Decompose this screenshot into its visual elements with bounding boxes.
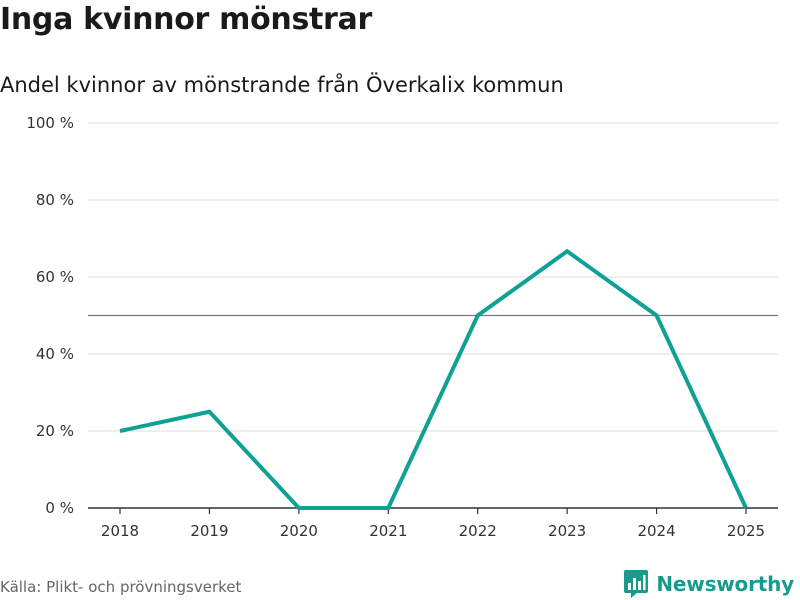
line-chart: 0 % 20 % 40 % 60 % 80 % 100 % 2018 2019 2020 202… <box>26 114 778 540</box>
y-tick-label: 40 % <box>36 345 74 363</box>
bar-chart-icon <box>624 570 649 598</box>
x-axis-tick-labels: 2018 2019 2020 2021 2022 2023 2024 2025 <box>101 522 765 540</box>
y-tick-label: 20 % <box>36 422 74 440</box>
grid-lines <box>88 122 778 432</box>
y-axis-tick-labels: 0 % 20 % 40 % 60 % 80 % 100 % <box>26 114 74 517</box>
y-tick-label: 0 % <box>45 499 74 517</box>
source-note: Källa: Plikt- och prövningsverket <box>0 578 242 596</box>
chart-title: Inga kvinnor mönstrar <box>0 2 372 37</box>
y-tick-label: 60 % <box>36 268 74 286</box>
x-tick-label: 2020 <box>280 522 318 540</box>
x-tick-label: 2019 <box>190 522 228 540</box>
x-tick-label: 2021 <box>369 522 407 540</box>
x-tick-label: 2025 <box>727 522 765 540</box>
series-layer <box>119 248 748 510</box>
y-tick-label: 100 % <box>26 114 74 132</box>
y-tick-label: 80 % <box>36 191 74 209</box>
x-tick-label: 2023 <box>548 522 586 540</box>
series-line <box>119 248 748 510</box>
x-tick-label: 2024 <box>637 522 675 540</box>
chart-subtitle: Andel kvinnor av mönstrande från Överkal… <box>0 73 564 97</box>
brand-name: Newsworthy <box>656 572 794 596</box>
x-axis <box>88 507 778 514</box>
x-tick-label: 2018 <box>101 522 139 540</box>
x-tick-label: 2022 <box>459 522 497 540</box>
newsworthy-logo[interactable]: Newsworthy <box>623 569 794 599</box>
